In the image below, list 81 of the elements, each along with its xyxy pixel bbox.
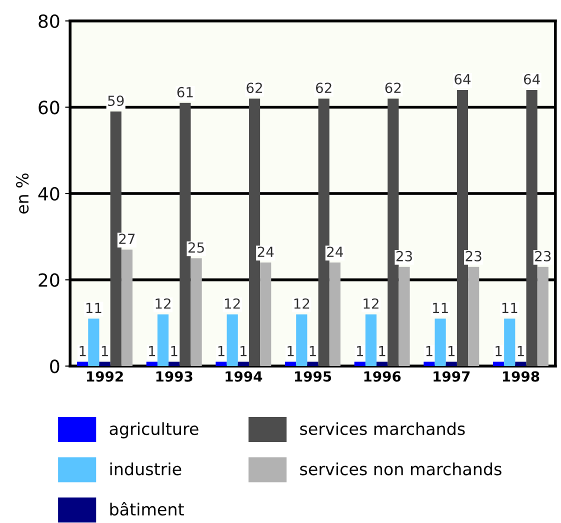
bar — [329, 262, 340, 366]
data-label: 23 — [535, 250, 551, 262]
data-label: 64 — [454, 74, 471, 84]
legend-label: services non marchands — [300, 462, 502, 476]
data-label: 11 — [433, 302, 448, 313]
data-label: 1 — [496, 346, 502, 356]
bar — [296, 314, 308, 366]
data-label: 1 — [171, 346, 178, 356]
x-tick-label: 1993 — [156, 371, 192, 382]
legend-label: services marchands — [300, 422, 465, 436]
bar — [493, 362, 504, 366]
y-tick-label: 0 — [50, 360, 60, 374]
data-label: 62 — [246, 82, 262, 94]
x-tick-label: 1996 — [364, 371, 401, 382]
x-tick-label: 1995 — [294, 371, 332, 382]
data-label: 1 — [240, 346, 247, 356]
data-label: 23 — [466, 250, 482, 262]
bar — [121, 250, 133, 366]
y-tick-label: 20 — [38, 273, 60, 287]
data-label: 12 — [364, 298, 378, 309]
bar — [99, 362, 110, 366]
bar — [468, 266, 480, 366]
bar — [157, 314, 169, 366]
y-axis-title: en % — [16, 173, 29, 214]
x-tick-label: 1992 — [87, 371, 123, 382]
data-label: 61 — [177, 86, 193, 98]
y-tick-label: 80 — [38, 14, 60, 28]
bar — [354, 362, 366, 366]
legend-label: industrie — [110, 462, 182, 476]
bar — [77, 362, 88, 366]
data-label: 1 — [426, 346, 432, 356]
data-label: 1 — [518, 346, 524, 356]
data-label: 64 — [524, 74, 540, 84]
bar — [434, 318, 446, 366]
bar — [424, 362, 435, 366]
data-label: 12 — [156, 298, 170, 309]
bar — [88, 318, 100, 366]
data-label: 25 — [188, 242, 204, 253]
bar — [446, 362, 457, 366]
data-label: 1 — [310, 346, 316, 356]
data-label: 1 — [448, 346, 455, 356]
bar — [365, 314, 377, 366]
x-tick-label: 1998 — [502, 371, 540, 382]
data-label: 12 — [294, 298, 310, 309]
bar — [226, 314, 238, 366]
bar — [307, 362, 318, 366]
data-label: 62 — [316, 82, 332, 94]
data-label: 1 — [288, 346, 294, 356]
data-label: 59 — [108, 96, 124, 106]
bar — [285, 362, 296, 366]
y-tick-label: 60 — [38, 100, 60, 114]
data-label: 11 — [502, 302, 518, 313]
legend-label: bâtiment — [110, 502, 184, 516]
bar — [190, 258, 202, 366]
data-label: 12 — [225, 298, 240, 309]
data-label: 11 — [86, 302, 102, 313]
bar — [515, 362, 526, 366]
legend-label: agriculture — [110, 422, 198, 438]
x-tick-label: 1994 — [226, 371, 262, 382]
data-label: 62 — [385, 82, 401, 94]
data-label: 1 — [149, 346, 156, 356]
y-tick-label: 40 — [38, 186, 60, 201]
bar — [216, 362, 227, 366]
bar — [260, 262, 272, 366]
data-label: 23 — [396, 250, 412, 262]
data-label: 1 — [357, 346, 364, 356]
bar — [238, 362, 249, 366]
data-label: 1 — [80, 346, 86, 356]
data-label: 24 — [258, 246, 274, 257]
bar — [168, 362, 180, 366]
data-label: 24 — [327, 246, 343, 257]
data-label: 1 — [218, 346, 224, 356]
bar — [146, 362, 158, 366]
bar — [537, 266, 548, 366]
x-tick-label: 1997 — [434, 371, 470, 382]
data-label: 27 — [119, 234, 135, 244]
bar — [504, 318, 516, 366]
data-label: 1 — [102, 346, 108, 356]
data-label: 1 — [379, 346, 386, 356]
bar — [398, 266, 410, 366]
bar — [376, 362, 388, 366]
